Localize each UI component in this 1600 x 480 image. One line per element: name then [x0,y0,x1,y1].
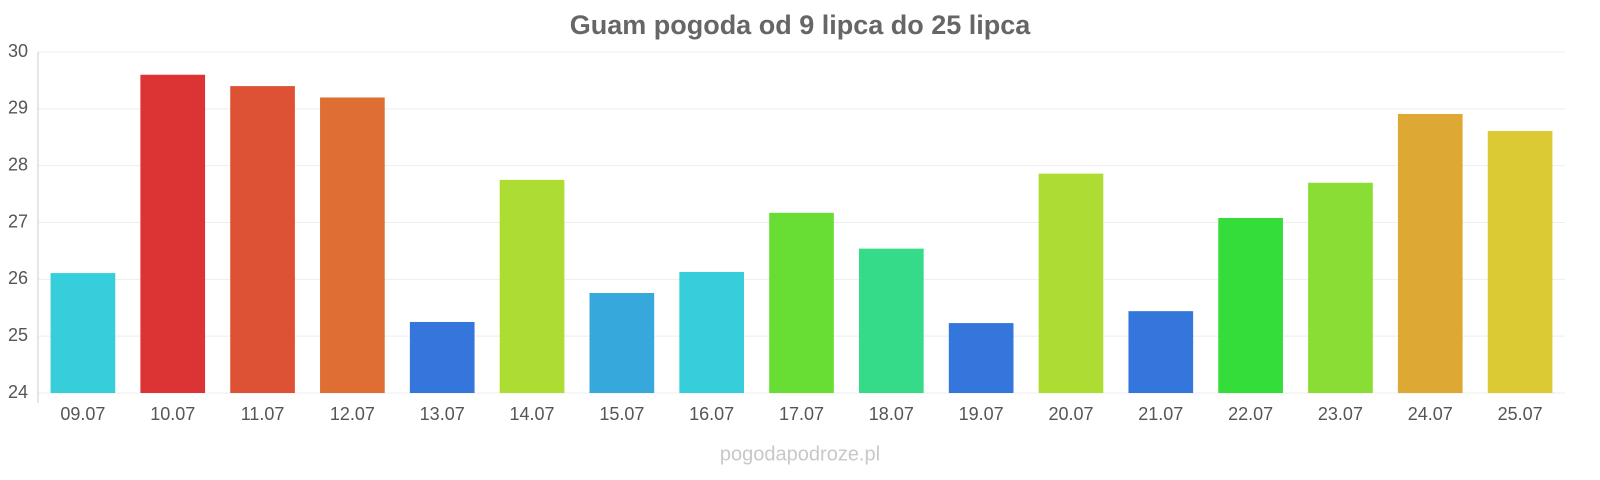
bar [679,271,745,393]
bar [1487,130,1553,393]
x-tick-label: 09.07 [60,404,105,424]
bar [948,323,1014,393]
bar [50,273,116,393]
x-tick-label: 20.07 [1048,404,1093,424]
y-tick-label: 24 [8,382,28,402]
bar [589,292,655,393]
bar [1218,217,1283,393]
bar [409,321,475,393]
source: pogodapodroze.pl [720,443,880,465]
y-tick-label: 26 [8,268,28,288]
y-tick-label: 27 [8,211,28,231]
x-tick-label: 12.07 [330,404,375,424]
x-tick-label: 19.07 [959,404,1004,424]
x-tick-label: 15.07 [599,404,644,424]
bar [140,74,206,393]
bar [858,248,924,393]
x-tick-label: 23.07 [1318,404,1363,424]
x-tick-label: 14.07 [510,404,555,424]
y-tick-label: 25 [8,325,28,345]
chart-title: Guam pogoda od 9 lipca do 25 lipca [570,10,1032,40]
x-tick-label: 13.07 [420,404,465,424]
x-tick-label: 11.07 [241,404,285,424]
x-tick-label: 24.07 [1408,404,1453,424]
bar [1128,311,1194,393]
x-tick-label: 25.07 [1498,404,1543,424]
x-tick-label: 18.07 [869,404,914,424]
bar [499,179,565,393]
x-tick-label: 16.07 [689,404,734,424]
x-tick-label: 21.07 [1138,404,1183,424]
bar [320,97,385,393]
bar [769,212,834,393]
y-tick-label: 29 [8,98,28,118]
bar [230,86,295,393]
bar [1397,113,1463,393]
y-tick-label: 30 [8,41,28,61]
y-tick-label: 28 [8,154,28,174]
x-tick-label: 17.07 [779,404,824,424]
x-tick-label: 10.07 [150,404,195,424]
bar [1308,182,1373,393]
x-tick-label: 22.07 [1228,404,1273,424]
bar [1038,173,1104,393]
